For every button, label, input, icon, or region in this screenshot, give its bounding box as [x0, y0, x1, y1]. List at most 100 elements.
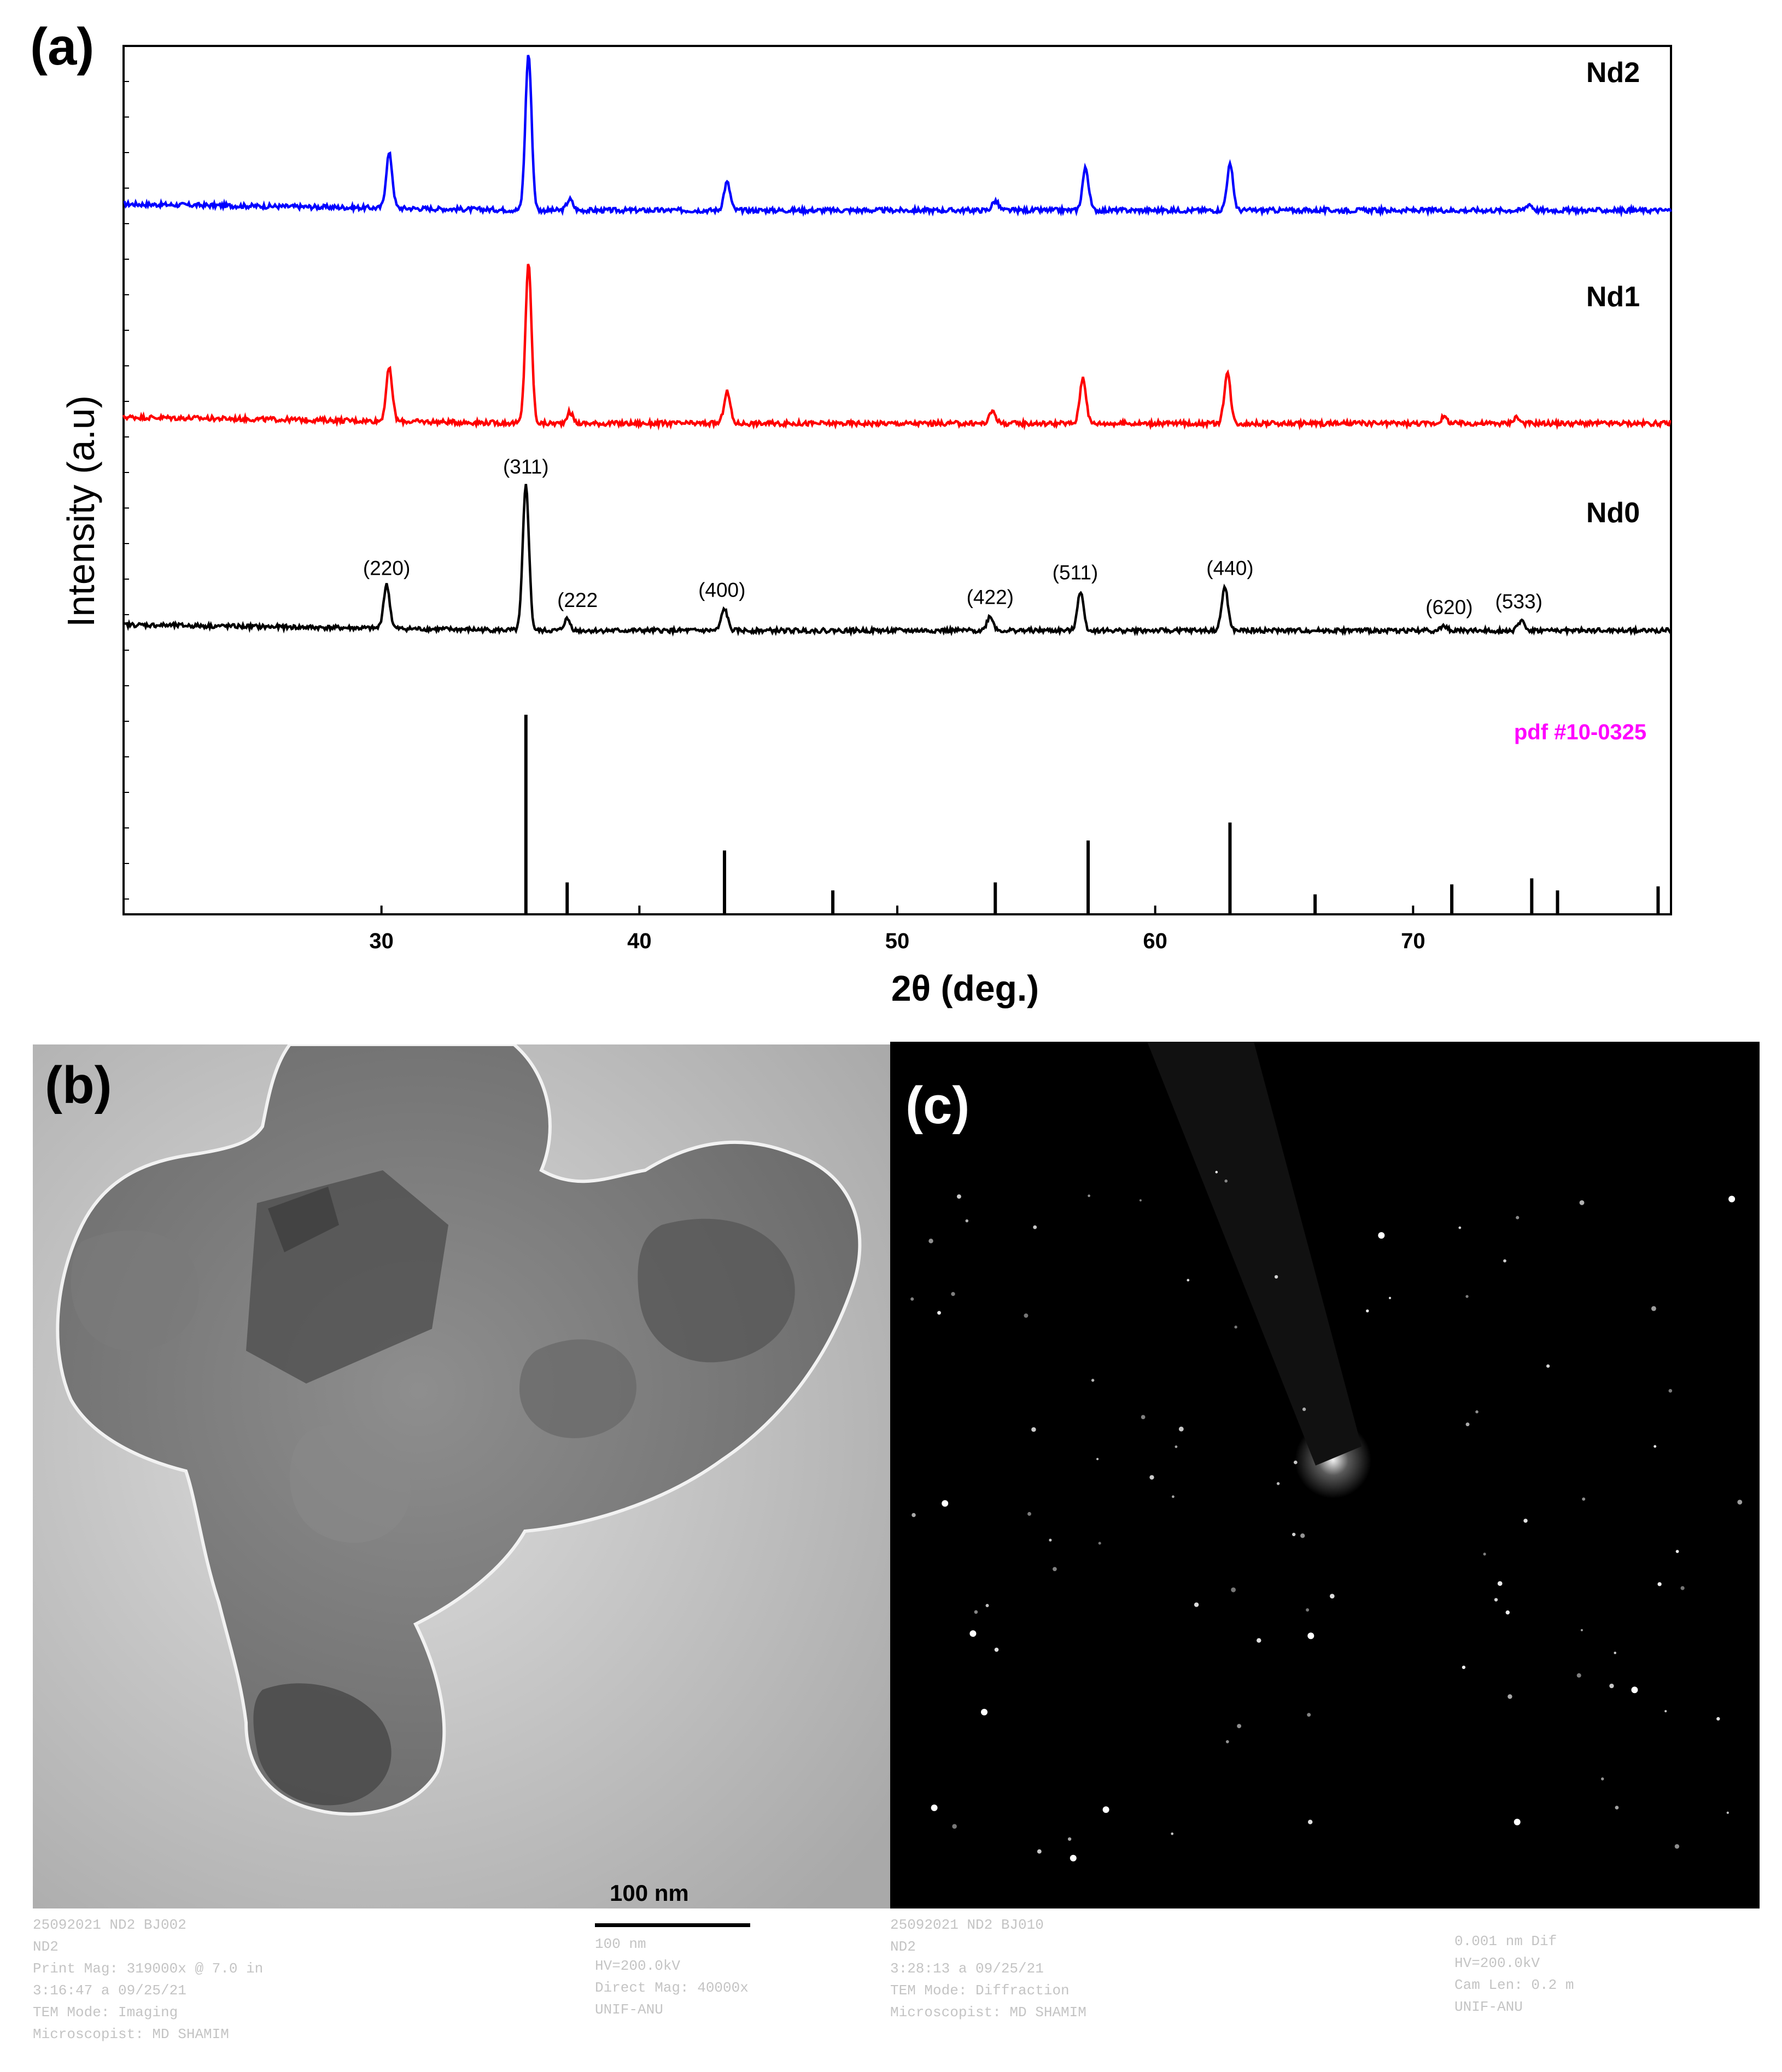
diffraction-spot: [1579, 1200, 1585, 1205]
diffraction-spot: [1307, 1713, 1311, 1717]
scale-bar: [595, 1923, 750, 1927]
diffraction-spot: [1049, 1538, 1052, 1542]
tem-metadata-right: 100 nm HV=200.0kV Direct Mag: 40000x UNIF-A…: [595, 1933, 749, 2021]
diffraction-spot: [1576, 1673, 1581, 1678]
diffraction-spot: [912, 1513, 916, 1517]
diffraction-spot: [1302, 1407, 1306, 1411]
diffraction-spot: [1172, 1495, 1175, 1498]
diffraction-spot: [928, 1239, 933, 1244]
diffraction-spot: [974, 1610, 978, 1614]
diffraction-spot: [1307, 1632, 1314, 1639]
series-label-nd0: Nd0: [1586, 497, 1640, 529]
diffraction-spot: [1171, 1832, 1174, 1835]
diffraction-pattern: [890, 1042, 1760, 1908]
metadata-line: ND2: [33, 1939, 59, 1955]
diffraction-spot: [1027, 1511, 1031, 1516]
diffraction-spot: [1141, 1415, 1146, 1420]
diffraction-spot: [1178, 1426, 1184, 1432]
panel-label-b: (b): [45, 1056, 112, 1114]
hkl-label: (511): [1053, 562, 1099, 584]
diffraction-spot: [1614, 1651, 1616, 1654]
tem-image-panel: (b): [33, 1044, 890, 1908]
hkl-labels: (220) (311) (222 (400) (422) (511) (440) (620) (…: [363, 456, 1543, 618]
diffraction-spot: [942, 1500, 949, 1507]
series-label-nd1: Nd1: [1586, 281, 1640, 313]
series-label-nd2: Nd2: [1586, 57, 1640, 89]
diffraction-spot: [1088, 1194, 1090, 1198]
panel-label-a: (a): [30, 17, 94, 76]
diffraction-spot: [1497, 1581, 1503, 1586]
x-tick-label: 60: [1143, 929, 1167, 953]
diffraction-spot: [1194, 1602, 1199, 1607]
metadata-line: UNIF-ANU: [1454, 1999, 1523, 2015]
diffraction-spot: [1508, 1694, 1512, 1699]
x-axis-ticks: 30 40 50 60 70: [369, 906, 1425, 953]
metadata-line: TEM Mode: Imaging: [33, 2004, 178, 2021]
diffraction-spot: [1546, 1364, 1550, 1368]
metadata-line: Print Mag: 319000x @ 7.0 in: [33, 1960, 264, 1977]
diffraction-spot: [1600, 1777, 1604, 1781]
diffraction-spot: [1329, 1594, 1335, 1599]
diffraction-spots: [910, 1171, 1743, 1861]
diffraction-spot: [910, 1297, 914, 1301]
diffraction-spot: [1675, 1550, 1679, 1553]
diffraction-spot: [1737, 1499, 1743, 1505]
diffraction-spot: [1215, 1171, 1218, 1174]
diffraction-spot: [1651, 1306, 1656, 1311]
diffraction-spot: [1465, 1295, 1469, 1298]
diffraction-spot: [1580, 1629, 1583, 1632]
diffraction-spot: [1257, 1638, 1261, 1643]
diffraction-spot: [1388, 1297, 1392, 1299]
diffraction-spot: [1609, 1683, 1614, 1689]
diffraction-spot: [1149, 1475, 1154, 1480]
hkl-label: (220): [363, 557, 410, 580]
diffraction-spot: [1503, 1259, 1506, 1263]
diffraction-spot: [1098, 1542, 1101, 1545]
diffraction-spot: [952, 1824, 957, 1829]
diffraction-spot: [1234, 1326, 1237, 1329]
diffraction-spot: [1237, 1724, 1242, 1729]
metadata-line: ND2: [890, 1939, 916, 1955]
diffraction-spot: [1631, 1686, 1638, 1694]
x-axis-label: 2θ (deg.): [891, 968, 1039, 1008]
diffraction-spot: [1091, 1379, 1095, 1382]
hkl-label: (620): [1425, 596, 1473, 618]
diffraction-spot: [1483, 1552, 1486, 1556]
diffraction-spot: [1293, 1460, 1298, 1464]
diffraction-spot: [1475, 1410, 1479, 1414]
metadata-line: Direct Mag: 40000x: [595, 1980, 749, 1996]
plot-frame: [122, 45, 1672, 915]
diffraction-spot: [1465, 1422, 1470, 1427]
diffraction-spot: [1053, 1567, 1057, 1572]
diffraction-spot: [1664, 1710, 1667, 1713]
saed-pattern-panel: (c): [890, 1042, 1760, 1908]
diffraction-spot: [1654, 1445, 1657, 1448]
x-tick-label: 50: [885, 929, 910, 953]
hkl-label: (400): [698, 579, 745, 601]
diffraction-spot: [1462, 1665, 1466, 1670]
diffraction-spot: [1231, 1587, 1236, 1592]
diffraction-spot: [994, 1647, 999, 1652]
diffraction-spot: [1292, 1532, 1296, 1537]
diffraction-spot: [1024, 1313, 1029, 1318]
x-tick-label: 40: [627, 929, 652, 953]
diffraction-spot: [1306, 1608, 1310, 1612]
series-line-nd0: [122, 483, 1672, 637]
diffraction-spot: [1276, 1482, 1280, 1485]
metadata-line: Microscopist: MD SHAMIM: [33, 2026, 229, 2042]
metadata-line: 100 nm: [595, 1936, 646, 1952]
metadata-line: Microscopist: MD SHAMIM: [890, 2004, 1086, 2021]
diffraction-spot: [1674, 1844, 1680, 1849]
diffraction-spot: [1366, 1309, 1369, 1312]
reference-label: pdf #10-0325: [1514, 720, 1646, 744]
diffraction-spot: [1224, 1179, 1228, 1183]
diffraction-spot: [981, 1708, 988, 1715]
diffraction-spot: [1031, 1427, 1036, 1432]
hkl-label: (533): [1495, 591, 1543, 613]
diffraction-spot: [931, 1804, 938, 1811]
diffraction-spot: [1726, 1811, 1729, 1814]
metadata-line: 25092021 ND2 BJ002: [33, 1917, 186, 1933]
diffraction-spot: [1716, 1717, 1720, 1721]
diffraction-spot: [1494, 1598, 1498, 1602]
